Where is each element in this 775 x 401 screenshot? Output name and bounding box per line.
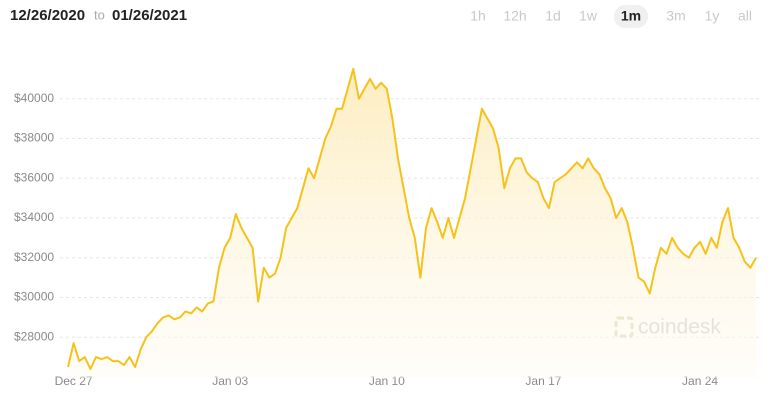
y-tick-label: $32000 (14, 250, 54, 264)
y-tick-label: $34000 (14, 210, 54, 224)
price-line (67, 67, 757, 370)
range-button[interactable]: 1d (545, 8, 561, 24)
area (68, 68, 756, 379)
y-tick-label: $36000 (14, 170, 54, 184)
range-to: 01/26/2021 (112, 7, 187, 24)
range-joiner: to (94, 7, 105, 22)
range-button[interactable]: 1w (579, 8, 598, 24)
watermark: coindesk (614, 316, 721, 339)
range-button[interactable]: 1h (470, 8, 486, 24)
watermark-logo (614, 316, 634, 338)
y-tick-label: $40000 (14, 91, 54, 105)
watermark-text: coindesk (638, 316, 721, 339)
range-button-bg[interactable] (614, 5, 648, 28)
range-buttons: 1h 12h 1d 1w 1m 3m 1y all (470, 5, 752, 28)
range-button[interactable]: 3m (666, 8, 685, 24)
range-button[interactable]: 1y (705, 8, 720, 24)
range-button[interactable]: 12h (503, 8, 526, 24)
range-button[interactable]: all (738, 8, 752, 24)
y-tick-label: $38000 (14, 131, 54, 145)
range-button[interactable]: 1m (621, 8, 641, 24)
plot (67, 67, 757, 379)
y-tick-label: $30000 (14, 290, 54, 304)
range-from: 12/26/2020 (10, 7, 85, 24)
y-tick-label: $28000 (14, 329, 54, 343)
